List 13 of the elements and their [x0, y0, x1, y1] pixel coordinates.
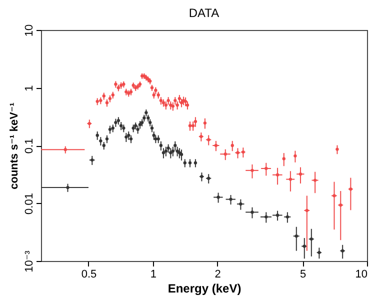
x-tick-label: 10: [355, 268, 368, 280]
x-tick-label: 1: [150, 268, 156, 280]
x-tick-label: 5: [300, 268, 306, 280]
y-tick-label: 0.1: [24, 138, 36, 154]
y-tick-label: 10: [24, 24, 36, 37]
y-tick-label: 1: [24, 85, 36, 92]
y-axis-title: counts s⁻¹ keV⁻¹: [8, 102, 20, 190]
x-tick-label: 0.5: [81, 268, 97, 280]
y-tick-label: 10⁻³: [24, 250, 36, 272]
x-axis-title: Energy (keV): [168, 282, 242, 296]
y-tick-label: 0.01: [24, 193, 36, 214]
chart-title: DATA: [188, 6, 220, 20]
x-tick-label: 2: [214, 268, 221, 280]
